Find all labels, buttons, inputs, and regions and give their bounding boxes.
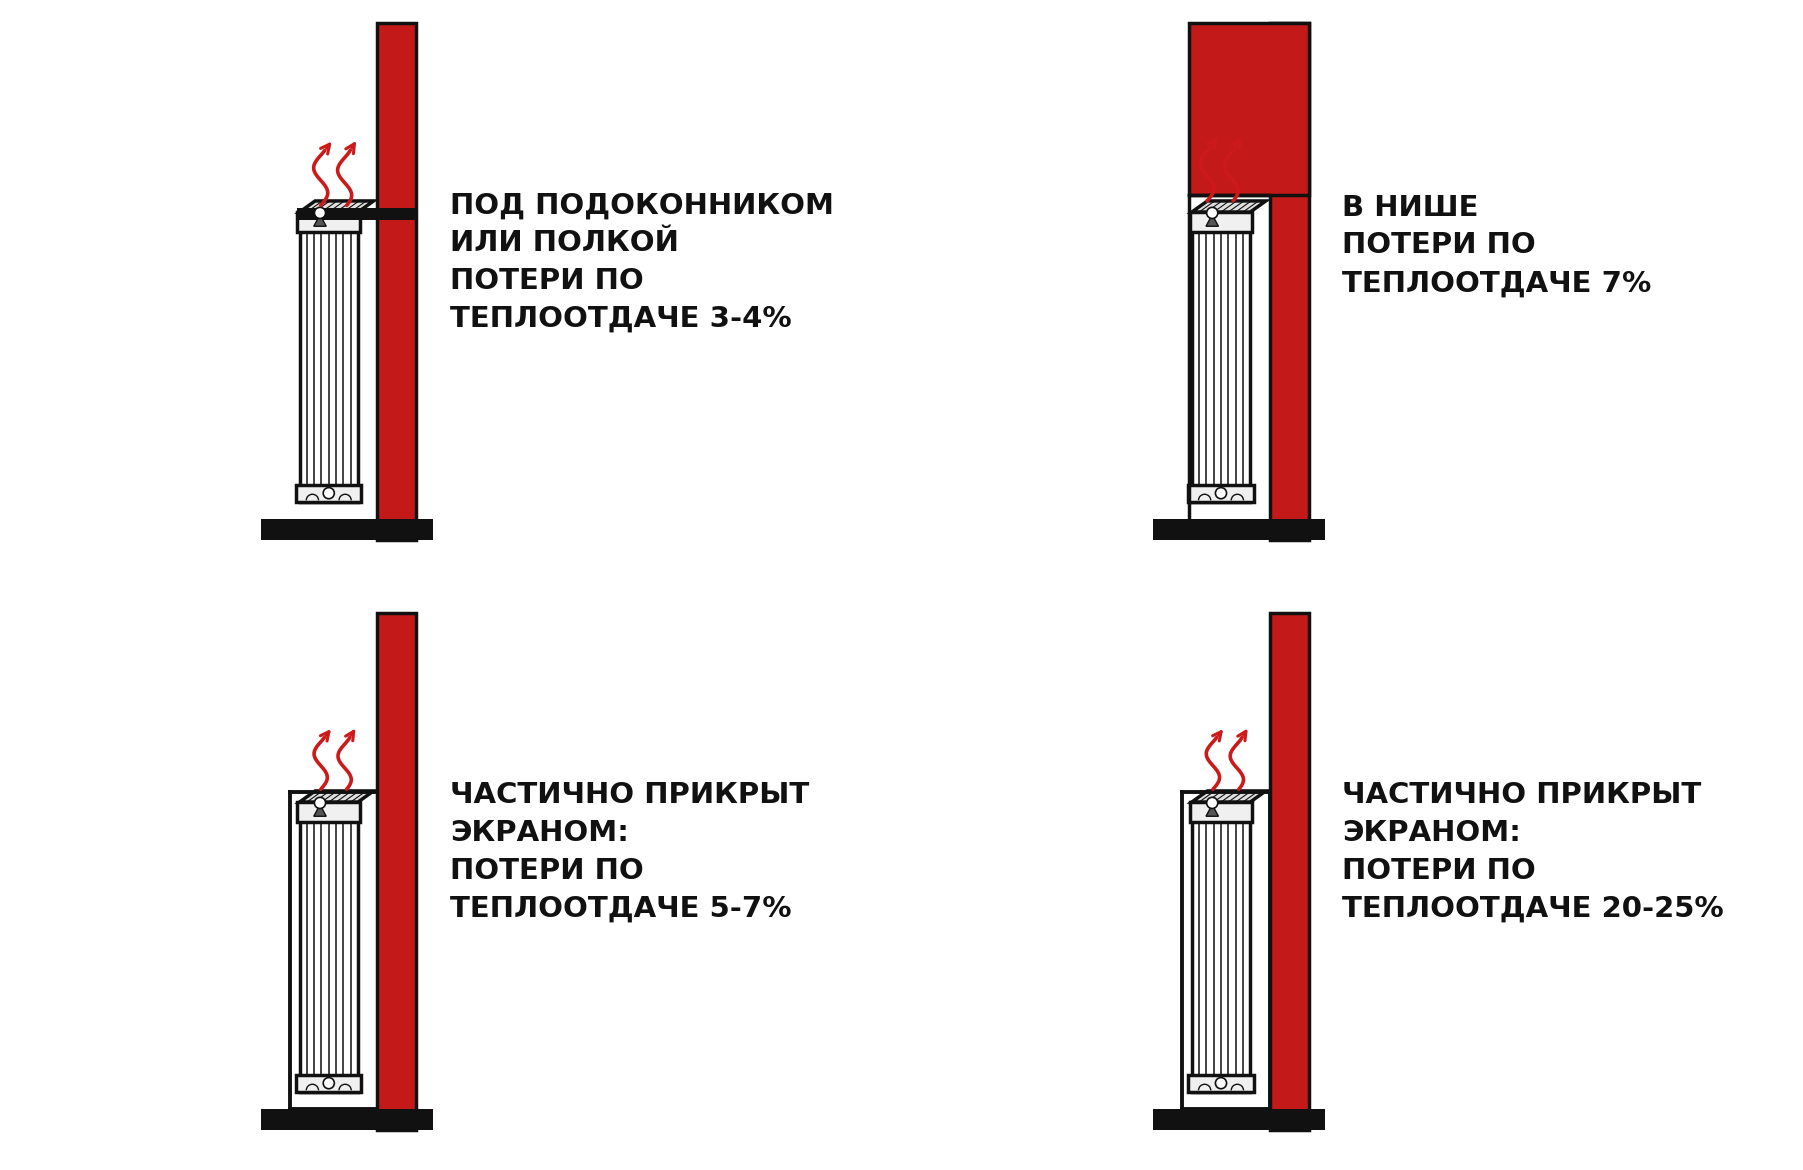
Polygon shape xyxy=(299,791,373,803)
Circle shape xyxy=(323,1078,334,1089)
Polygon shape xyxy=(297,212,361,232)
Polygon shape xyxy=(1206,805,1219,817)
Bar xyxy=(1188,23,1309,195)
Bar xyxy=(261,1109,433,1130)
Polygon shape xyxy=(299,803,359,1092)
Bar xyxy=(377,613,416,1130)
Circle shape xyxy=(314,207,326,219)
Polygon shape xyxy=(1188,1075,1253,1092)
Text: ПОД ПОДОКОННИКОМ
ИЛИ ПОЛКОЙ
ПОТЕРИ ПО
ТЕПЛООТДАЧЕ 3-4%: ПОД ПОДОКОННИКОМ ИЛИ ПОЛКОЙ ПОТЕРИ ПО ТЕ… xyxy=(449,192,833,333)
Bar xyxy=(377,23,416,541)
Circle shape xyxy=(1206,797,1217,808)
Circle shape xyxy=(1206,207,1217,219)
Bar xyxy=(297,208,416,220)
Circle shape xyxy=(314,797,326,808)
Polygon shape xyxy=(1192,201,1266,212)
Bar xyxy=(1269,613,1309,1130)
Polygon shape xyxy=(1192,791,1266,803)
Polygon shape xyxy=(297,803,361,821)
Polygon shape xyxy=(1190,803,1253,821)
Polygon shape xyxy=(1190,212,1253,232)
Polygon shape xyxy=(299,212,359,502)
Polygon shape xyxy=(1188,484,1253,502)
Bar xyxy=(261,519,433,541)
Polygon shape xyxy=(314,805,326,817)
Text: В НИШЕ
ПОТЕРИ ПО
ТЕПЛООТДАЧЕ 7%: В НИШЕ ПОТЕРИ ПО ТЕПЛООТДАЧЕ 7% xyxy=(1341,193,1652,297)
Polygon shape xyxy=(1192,212,1249,502)
Bar xyxy=(1152,519,1325,541)
Circle shape xyxy=(1215,1078,1226,1089)
Text: ЧАСТИЧНО ПРИКРЫТ
ЭКРАНОМ:
ПОТЕРИ ПО
ТЕПЛООТДАЧЕ 5-7%: ЧАСТИЧНО ПРИКРЫТ ЭКРАНОМ: ПОТЕРИ ПО ТЕПЛ… xyxy=(449,782,810,923)
Polygon shape xyxy=(1206,214,1219,226)
Bar xyxy=(1269,23,1309,541)
Bar xyxy=(1152,1109,1325,1130)
Polygon shape xyxy=(299,201,373,212)
Polygon shape xyxy=(1192,803,1249,1092)
Polygon shape xyxy=(314,214,326,226)
Text: ЧАСТИЧНО ПРИКРЫТ
ЭКРАНОМ:
ПОТЕРИ ПО
ТЕПЛООТДАЧЕ 20-25%: ЧАСТИЧНО ПРИКРЫТ ЭКРАНОМ: ПОТЕРИ ПО ТЕПЛ… xyxy=(1341,782,1724,923)
Circle shape xyxy=(323,488,334,498)
Polygon shape xyxy=(296,484,361,502)
Circle shape xyxy=(1215,488,1226,498)
Polygon shape xyxy=(296,1075,361,1092)
